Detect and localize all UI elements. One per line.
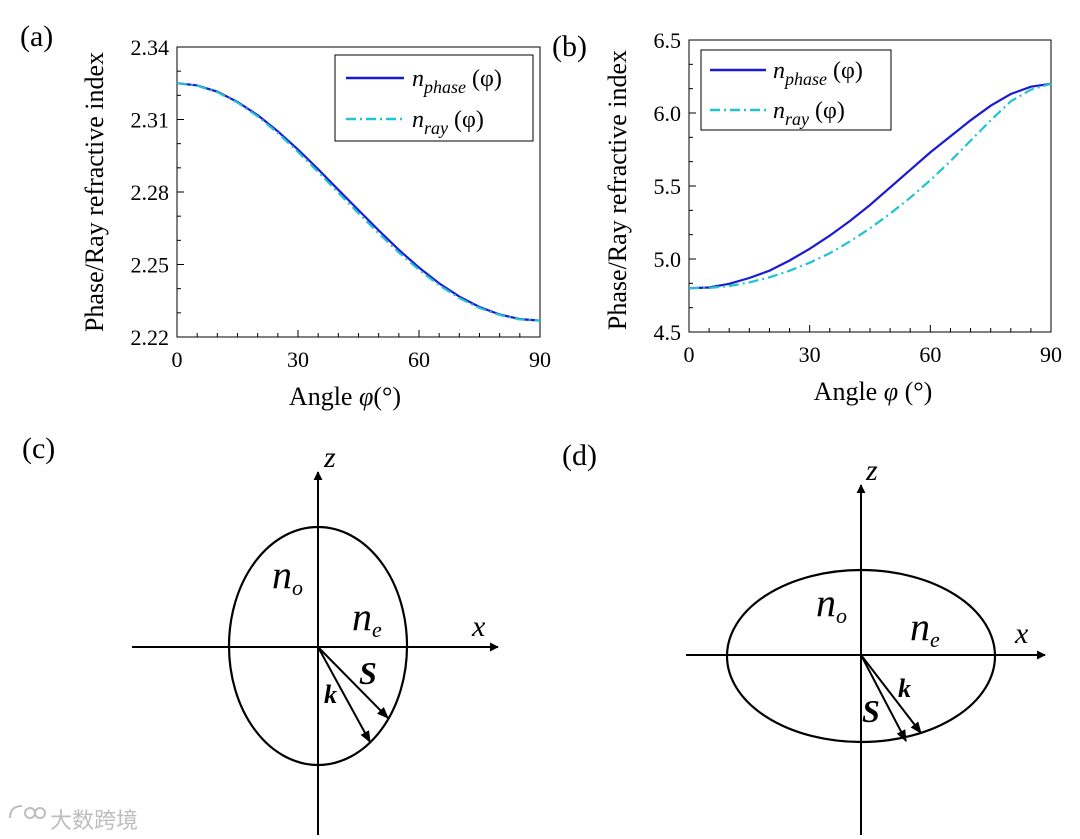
x-axis-label-d: x <box>1014 617 1029 650</box>
series-line-n-phase-b <box>688 82 1052 290</box>
x-tick-label: 30 <box>799 342 821 367</box>
y-tick-label: 4.5 <box>654 320 682 345</box>
y-axis-label-a: Phase/Ray refractive index <box>80 52 109 332</box>
x-tick-label: 0 <box>684 342 695 367</box>
chart-panel-b: (b) 4.5 5.0 5.5 6.0 6.5 0 30 60 90 Phase… <box>552 28 1062 406</box>
legend-b: nphase (φ) nray (φ) <box>700 49 892 131</box>
x-tick-label: 90 <box>529 347 551 372</box>
k-vector-arrow-d <box>860 654 922 734</box>
chart-panel-a: (a) 2.22 2.25 2.28 2.31 2.34 0 30 60 90 … <box>20 20 551 411</box>
y-axis-label-b: Phase/Ray refractive index <box>603 50 632 330</box>
legend-label-ray-a: nray (φ) <box>412 107 484 138</box>
x-tick-label: 30 <box>287 347 309 372</box>
s-vector-arrow-d <box>860 654 907 743</box>
y-tick-label: 2.31 <box>131 108 170 133</box>
n-o-label-d: no <box>816 580 847 628</box>
y-tick-label: 6.5 <box>654 28 682 53</box>
s-vector-label-c: S <box>359 655 377 691</box>
s-vector-label-d: S <box>862 693 880 729</box>
series-line-n-ray-a <box>176 82 541 322</box>
panel-label-b: (b) <box>552 30 587 63</box>
legend-box-b <box>700 49 892 131</box>
index-ellipse-c <box>227 525 409 767</box>
n-o-label-c: no <box>272 552 303 600</box>
x-tick-label: 60 <box>919 342 941 367</box>
z-axis-label-c: z <box>323 441 336 474</box>
k-vector-arrow-c <box>317 646 371 744</box>
y-axis-ticklabels-a: 2.22 2.25 2.28 2.31 2.34 <box>131 35 170 350</box>
ticks-b <box>688 39 1052 333</box>
x-axis-ticklabels-b: 0 30 60 90 <box>684 342 1063 367</box>
series-line-n-ray-b <box>688 82 1052 290</box>
y-axis-ticklabels-b: 4.5 5.0 5.5 6.0 6.5 <box>654 28 682 345</box>
watermark-logo-icon <box>9 805 46 819</box>
x-tick-label: 90 <box>1040 342 1062 367</box>
panel-label-a: (a) <box>20 20 53 53</box>
x-tick-label: 60 <box>408 347 430 372</box>
x-axis-label-a: Angle φ(°) <box>289 382 401 411</box>
legend-box-a <box>334 54 534 142</box>
diagram-panel-c: (c) z x no ne S k <box>22 432 499 835</box>
n-e-label-c: ne <box>352 594 382 642</box>
x-axis-label-b: Angle φ (°) <box>814 377 933 406</box>
x-tick-label: 0 <box>172 347 183 372</box>
y-tick-label: 2.34 <box>131 35 170 60</box>
diagram-panel-d: (d) z x no ne S k <box>562 439 1046 835</box>
y-tick-label: 2.28 <box>131 180 170 205</box>
index-ellipse-d <box>725 568 997 744</box>
x-axis-label-c: x <box>471 610 486 643</box>
s-vector-arrow-c <box>317 646 389 719</box>
y-tick-label: 2.25 <box>131 253 170 278</box>
k-vector-label-d: k <box>898 674 911 703</box>
panel-label-d: (d) <box>562 439 597 472</box>
y-tick-label: 5.0 <box>654 247 682 272</box>
legend-label-phase-a: nphase (φ) <box>412 66 502 97</box>
panel-label-c: (c) <box>22 432 55 465</box>
y-tick-label: 2.22 <box>131 325 170 350</box>
watermark: 大数跨境 <box>9 805 138 833</box>
legend-label-phase-b: nphase (φ) <box>773 58 863 89</box>
y-tick-label: 5.5 <box>654 174 682 199</box>
x-axis-ticklabels-a: 0 30 60 90 <box>172 347 552 372</box>
n-e-label-d: ne <box>910 604 940 652</box>
legend-label-ray-b: nray (φ) <box>773 98 845 129</box>
ticks-a <box>176 46 541 338</box>
k-vector-label-c: k <box>324 680 337 709</box>
z-axis-label-d: z <box>865 454 878 487</box>
legend-a: nphase (φ) nray (φ) <box>334 54 534 142</box>
y-tick-label: 6.0 <box>654 101 682 126</box>
watermark-text: 大数跨境 <box>50 808 138 833</box>
